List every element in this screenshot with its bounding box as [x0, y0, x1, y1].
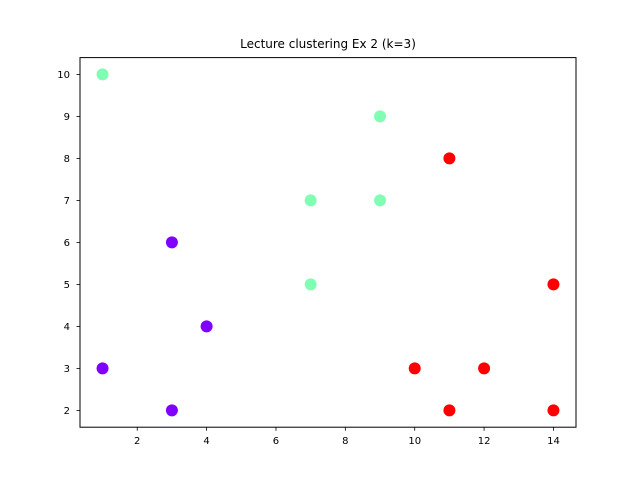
- x-tick-label: 14: [547, 436, 560, 447]
- data-point: [443, 152, 456, 165]
- x-tick-label: 8: [342, 436, 348, 447]
- x-tick-label: 10: [408, 436, 421, 447]
- chart-title: Lecture clustering Ex 2 (k=3): [240, 37, 416, 51]
- y-tick-label: 2: [64, 406, 70, 417]
- x-tick-label: 4: [203, 436, 209, 447]
- x-tick-label: 2: [134, 436, 140, 447]
- data-points: [96, 68, 560, 417]
- data-point: [165, 236, 178, 249]
- y-tick-label: 9: [64, 112, 70, 123]
- plot-frame: [79, 57, 577, 428]
- data-point: [408, 362, 421, 375]
- x-tick-label: 6: [273, 436, 279, 447]
- data-point: [96, 362, 109, 375]
- data-point: [547, 278, 560, 291]
- data-point: [547, 404, 560, 417]
- x-tick-label: 12: [478, 436, 491, 447]
- data-point: [374, 194, 387, 207]
- data-point: [96, 68, 109, 81]
- y-tick-label: 6: [64, 238, 70, 249]
- y-tick-label: 10: [57, 70, 70, 81]
- y-tick-label: 5: [64, 280, 70, 291]
- y-tick-label: 3: [64, 364, 70, 375]
- data-point: [304, 278, 317, 291]
- data-point: [443, 404, 456, 417]
- data-point: [165, 404, 178, 417]
- y-tick-label: 8: [64, 154, 70, 165]
- y-tick-label: 4: [64, 322, 70, 333]
- data-point: [304, 194, 317, 207]
- data-point: [200, 320, 213, 333]
- axis-ticks: 2 4 6 8 10 12 14 2 3 4 5 6 7 8 9 10: [57, 70, 560, 447]
- y-tick-label: 7: [64, 196, 70, 207]
- data-point: [374, 110, 387, 123]
- data-point: [478, 362, 491, 375]
